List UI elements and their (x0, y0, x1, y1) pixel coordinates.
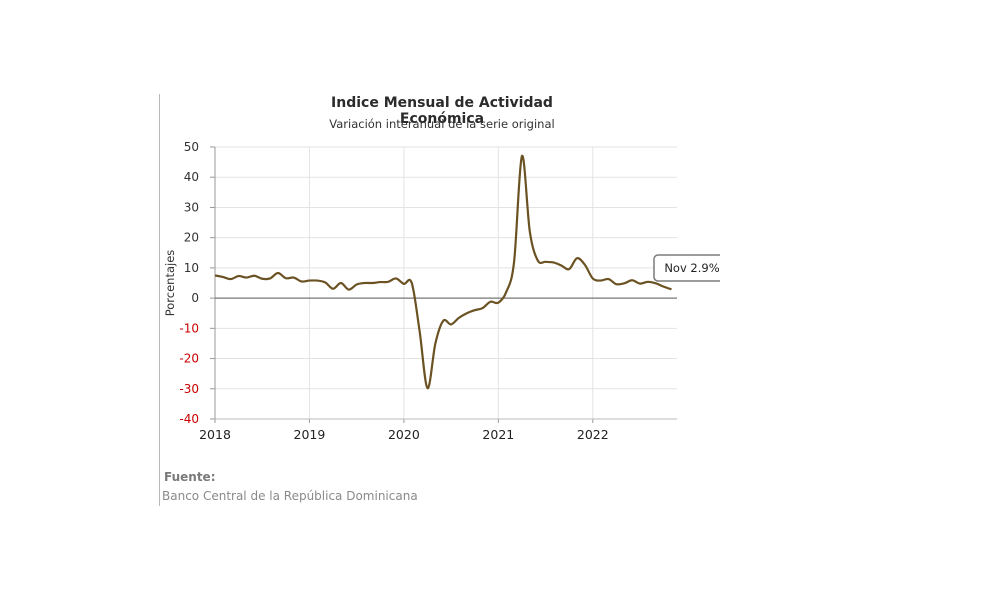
x-tick-label: 2021 (482, 427, 514, 442)
y-tick-label: 50 (184, 140, 199, 154)
chart-title: Indice Mensual de Actividad Económica (331, 95, 553, 127)
y-tick-label: 10 (184, 261, 199, 275)
series-line (214, 154, 672, 390)
y-tick-label: 30 (184, 200, 199, 214)
y-tick-label: -20 (179, 352, 199, 366)
y-tick-label: 20 (184, 231, 199, 245)
y-axis-label: Porcentajes (163, 250, 177, 317)
chart-panel: Indice Mensual de Actividad Económica Va… (159, 94, 720, 506)
y-tick-label: 0 (191, 291, 199, 305)
source-label: Fuente: (164, 470, 216, 484)
chart-subtitle: Variación interanual de la serie origina… (329, 117, 555, 131)
x-tick-label: 2018 (199, 427, 231, 442)
y-tick-label: 40 (184, 170, 199, 184)
x-tick-label: 2022 (577, 427, 609, 442)
source-text: Banco Central de la República Dominicana (162, 489, 418, 503)
y-tick-label: -30 (179, 382, 199, 396)
annotation-label: Nov 2.9% (664, 261, 719, 275)
y-tick-label: -10 (179, 321, 199, 335)
x-tick-label: 2020 (388, 427, 420, 442)
annotation-box (653, 254, 720, 282)
y-tick-label: -40 (179, 412, 199, 426)
x-tick-label: 2019 (294, 427, 326, 442)
